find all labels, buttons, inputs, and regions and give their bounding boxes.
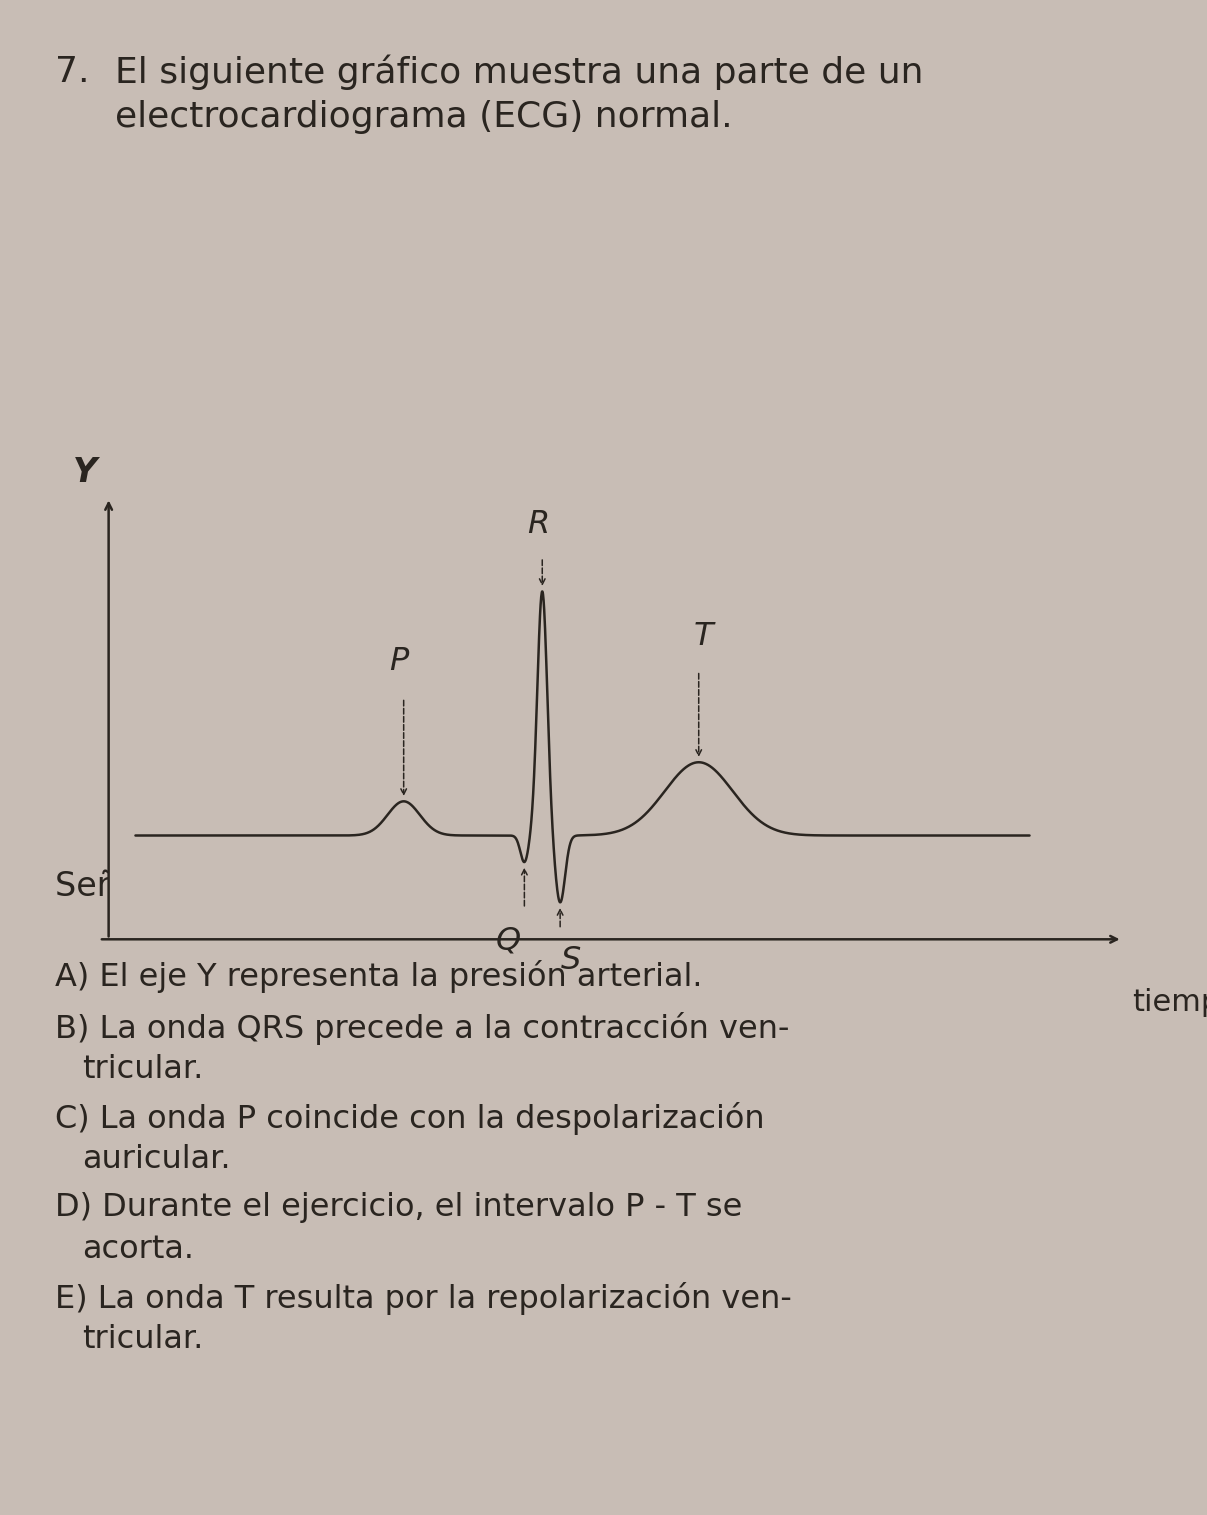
Text: T: T	[694, 621, 713, 653]
Text: Y: Y	[72, 456, 97, 489]
Text: A) El eje Y representa la presión arterial.: A) El eje Y representa la presión arteri…	[56, 961, 702, 992]
Text: E) La onda T resulta por la repolarización ven-: E) La onda T resulta por la repolarizaci…	[56, 1282, 792, 1315]
Text: S: S	[561, 945, 581, 976]
Text: B) La onda QRS precede a la contracción ven-: B) La onda QRS precede a la contracción …	[56, 1012, 789, 1045]
Text: acorta.: acorta.	[82, 1235, 194, 1265]
Text: electrocardiograma (ECG) normal.: electrocardiograma (ECG) normal.	[115, 100, 733, 133]
Text: D) Durante el ejercicio, el intervalo P - T se: D) Durante el ejercicio, el intervalo P …	[56, 1192, 742, 1223]
Text: 7.: 7.	[56, 55, 89, 89]
Text: C) La onda P coincide con la despolarización: C) La onda P coincide con la despolariza…	[56, 1101, 764, 1135]
Text: El siguiente gráfico muestra una parte de un: El siguiente gráfico muestra una parte d…	[115, 55, 923, 91]
Text: auricular.: auricular.	[82, 1144, 231, 1176]
Text: P: P	[390, 645, 409, 677]
Text: R: R	[526, 509, 549, 539]
Text: Q: Q	[496, 926, 521, 957]
Text: Señale la afirmación incorrecta.: Señale la afirmación incorrecta.	[56, 870, 584, 903]
Text: tricular.: tricular.	[82, 1324, 203, 1354]
Text: tiempo: tiempo	[1132, 988, 1207, 1018]
Text: tricular.: tricular.	[82, 1054, 203, 1085]
